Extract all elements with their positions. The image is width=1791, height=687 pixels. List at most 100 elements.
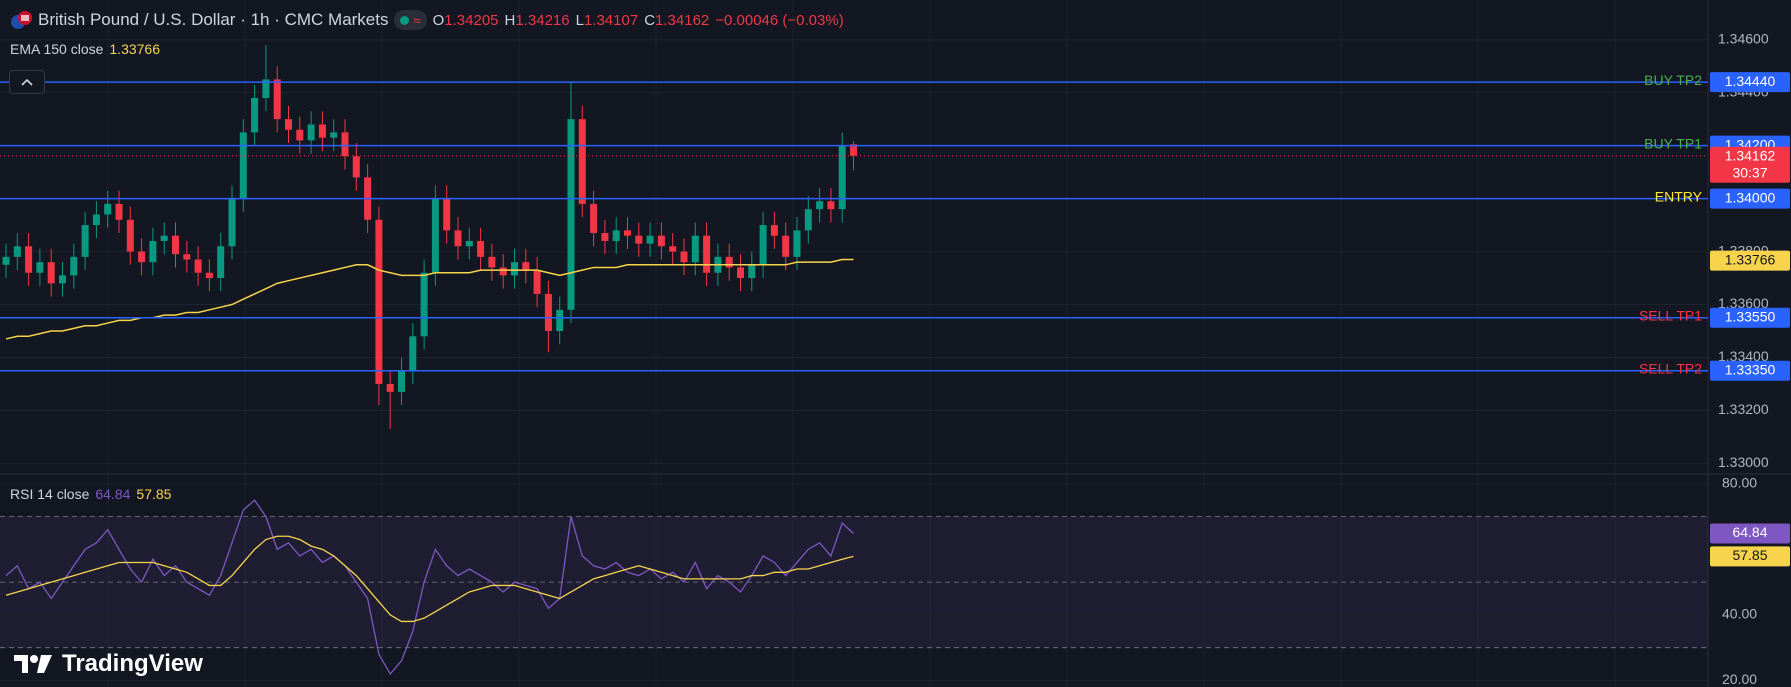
candle-body <box>25 246 33 273</box>
candle-body <box>748 264 756 279</box>
y-tick-label: 1.33000 <box>1718 454 1769 470</box>
rsi-legend: RSI 14 close 64.84 57.85 <box>10 486 171 502</box>
candle-body <box>409 336 417 371</box>
candle-body <box>567 119 575 310</box>
candle-body <box>59 275 66 284</box>
level-badge-bg <box>1710 188 1790 209</box>
logo[interactable]: TradingView <box>14 650 203 678</box>
candle-body <box>149 240 157 263</box>
candle-body <box>838 145 846 210</box>
rsi-badge-text: 64.84 <box>1732 524 1767 540</box>
rsi-ma-value: 57.85 <box>136 486 172 502</box>
candle-body <box>680 251 688 263</box>
level-name: SELL TP1 <box>1639 307 1702 323</box>
open-label: O <box>432 11 445 29</box>
symbol-icon <box>11 11 32 29</box>
candle-body <box>804 209 812 231</box>
candle-body <box>81 225 89 257</box>
candle-body <box>725 256 733 268</box>
candle-body <box>646 235 654 244</box>
candle-body <box>205 272 213 279</box>
level-badge: 1.34000 <box>1710 188 1790 209</box>
candle-body <box>590 203 598 234</box>
candle-body <box>160 235 168 241</box>
candle-body <box>737 267 744 279</box>
level-badge-text: 1.33550 <box>1725 308 1776 324</box>
candle-body <box>703 235 711 273</box>
candle-body <box>2 256 10 265</box>
level-badge-bg <box>1710 307 1790 328</box>
level-badge: 1.33350 <box>1710 360 1790 381</box>
candle-body <box>296 129 304 141</box>
candle-body <box>522 262 530 271</box>
collapse-button[interactable] <box>9 70 45 94</box>
candle-body <box>578 119 586 204</box>
candle-body <box>499 267 507 276</box>
candle-body <box>556 309 564 332</box>
candle-body <box>36 262 44 273</box>
candle-body <box>770 225 778 236</box>
rsi-badge: 57.85 <box>1710 546 1790 567</box>
candle-body <box>352 156 360 178</box>
high-value: 1.34216 <box>515 11 570 29</box>
ema-name: EMA 150 close <box>10 41 104 57</box>
main-legend: British Pound / U.S. Dollar · 1h · CMC M… <box>10 9 844 31</box>
candle-body <box>850 144 857 156</box>
rsi-value: 64.84 <box>95 486 131 502</box>
candle-body <box>386 383 394 392</box>
candle-body <box>183 254 191 260</box>
rsi-line <box>5 499 854 676</box>
logo-text: TradingView <box>62 650 203 677</box>
rsi-badge-bg <box>1710 523 1790 544</box>
candle-body <box>398 370 405 392</box>
logo-icon <box>14 655 52 673</box>
current-price-badge-text: 1.34162 <box>1725 147 1776 163</box>
open-value: 1.34205 <box>444 11 499 29</box>
candle-body <box>635 235 643 244</box>
rsi-name: RSI 14 close <box>10 486 90 502</box>
candle-body <box>70 256 78 276</box>
level-name: SELL TP2 <box>1639 360 1702 376</box>
candle-body <box>420 272 428 337</box>
level-badge: 1.33550 <box>1710 307 1790 328</box>
close-value: 1.34162 <box>655 11 710 29</box>
candle-body <box>47 262 55 284</box>
y-tick-label: 1.33400 <box>1718 348 1769 364</box>
candle-body <box>262 79 270 98</box>
level-badge-bg <box>1710 72 1790 93</box>
candle-body <box>816 201 824 210</box>
rsi-badge-bg <box>1710 546 1790 567</box>
candle-body <box>273 79 281 120</box>
candle-body <box>138 251 146 263</box>
y-tick-label: 20.00 <box>1722 671 1757 687</box>
ema-badge: 1.33766 <box>1710 250 1790 271</box>
candle-body <box>533 270 541 294</box>
candle-body <box>115 203 123 220</box>
candle-body <box>172 235 179 255</box>
candle-body <box>251 97 259 133</box>
level-badge-text: 1.33350 <box>1725 361 1776 377</box>
candle-body <box>759 225 767 265</box>
rsi-badge: 64.84 <box>1710 523 1790 544</box>
level-badge-bg <box>1710 360 1790 381</box>
candle-body <box>228 198 236 247</box>
candle-body <box>443 198 451 231</box>
candle-body <box>454 230 462 247</box>
level-name: BUY TP2 <box>1644 72 1702 88</box>
candle-body <box>827 201 835 210</box>
candle-body <box>126 219 134 252</box>
change-value: −0.00046 (−0.03%) <box>715 11 844 29</box>
candle-body <box>624 230 631 236</box>
candle-body <box>691 235 699 263</box>
candle-body <box>217 246 225 279</box>
level-badge-text: 1.34440 <box>1725 73 1776 89</box>
level-name: BUY TP1 <box>1644 135 1702 151</box>
market-status[interactable]: ≈ <box>394 10 427 30</box>
candle-body <box>239 132 247 199</box>
countdown: 30:37 <box>1732 164 1767 180</box>
y-tick-label: 80.00 <box>1722 475 1757 491</box>
rsi-badge-text: 57.85 <box>1732 547 1767 563</box>
